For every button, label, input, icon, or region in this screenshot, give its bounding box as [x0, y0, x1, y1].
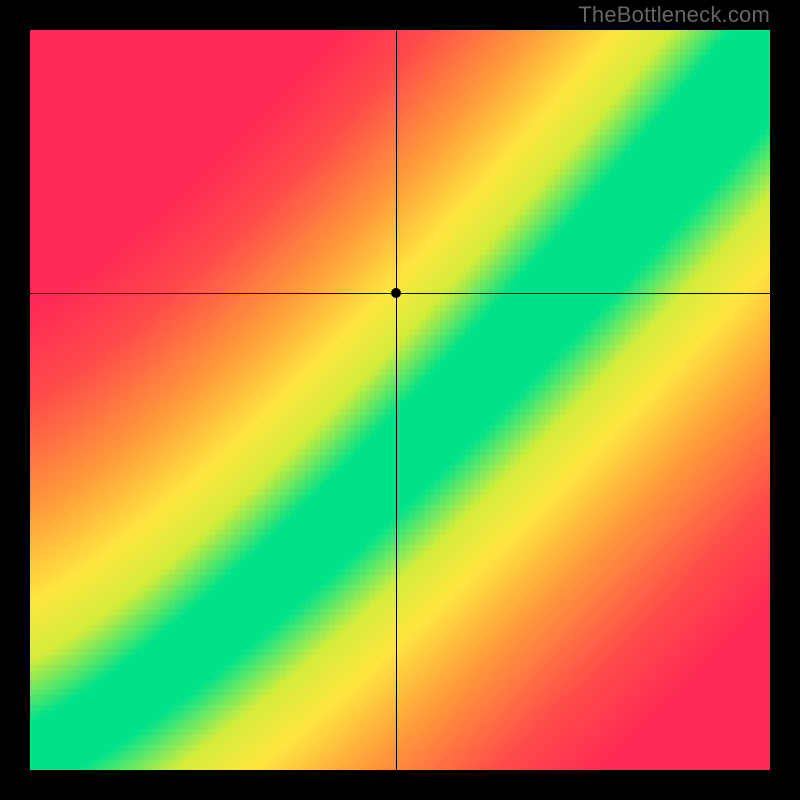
chart-frame: TheBottleneck.com — [0, 0, 800, 800]
crosshair-marker — [391, 288, 401, 298]
heatmap-canvas — [30, 30, 770, 770]
crosshair-vertical — [396, 30, 397, 770]
heatmap-plot — [30, 30, 770, 770]
watermark-text: TheBottleneck.com — [578, 2, 770, 28]
